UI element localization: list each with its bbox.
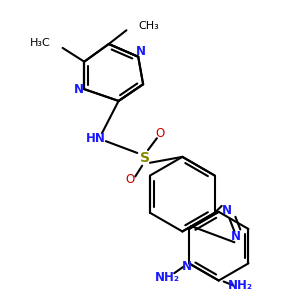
Text: HN: HN: [86, 132, 106, 145]
Text: NH₂: NH₂: [155, 271, 180, 284]
Text: N: N: [182, 260, 192, 273]
Text: H₃C: H₃C: [30, 38, 51, 48]
Text: NH₂: NH₂: [228, 279, 253, 292]
Text: CH₃: CH₃: [138, 21, 159, 31]
Text: N: N: [136, 45, 146, 58]
Text: N: N: [231, 230, 242, 243]
Text: O: O: [155, 127, 164, 140]
Text: S: S: [140, 151, 150, 165]
Text: O: O: [126, 173, 135, 186]
Text: N: N: [74, 82, 84, 96]
Text: N: N: [222, 204, 232, 218]
